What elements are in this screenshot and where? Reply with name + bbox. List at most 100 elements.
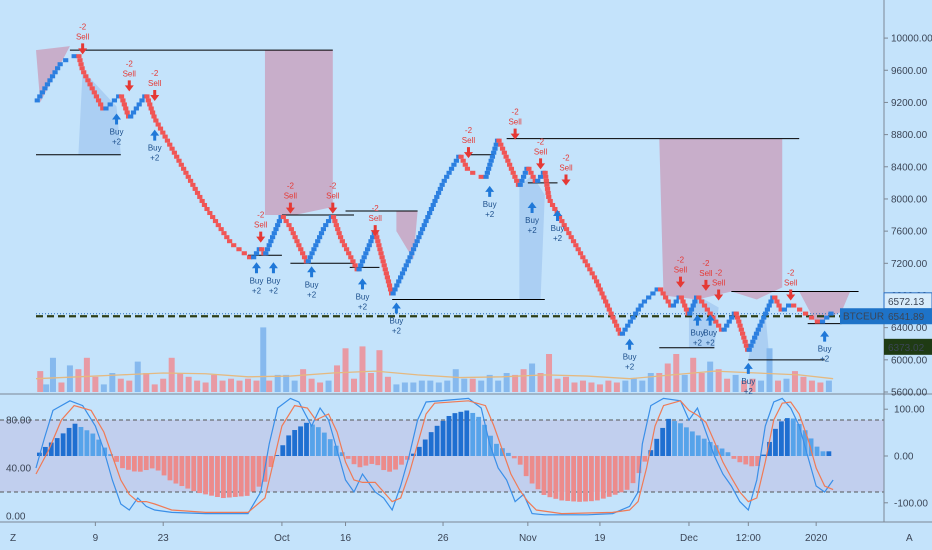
renko-brick xyxy=(55,66,61,71)
renko-brick xyxy=(380,259,386,264)
histogram-bar xyxy=(298,426,303,456)
renko-brick xyxy=(478,174,484,179)
volume-bar xyxy=(444,380,451,392)
buy-signal-value: +2 xyxy=(252,286,262,295)
price-axis[interactable]: 10000.00 9600.00 9200.00 8800.00 8400.00 8000… xyxy=(840,0,932,522)
time-tick-label: Nov xyxy=(519,533,537,544)
histogram-bar xyxy=(719,448,725,456)
histogram-bar xyxy=(784,418,790,456)
histogram-bar xyxy=(351,456,357,465)
renko-brick xyxy=(641,299,648,304)
histogram-bar xyxy=(802,430,808,456)
renko-brick xyxy=(660,291,666,296)
renko-brick xyxy=(587,267,593,272)
renko-brick xyxy=(498,142,504,147)
renko-brick xyxy=(696,295,702,300)
histogram-bar xyxy=(203,456,208,495)
renko-brick xyxy=(489,154,496,159)
renko-brick xyxy=(608,311,614,316)
renko-brick xyxy=(687,311,693,316)
histogram-bar xyxy=(48,442,54,456)
renko-brick xyxy=(352,263,358,268)
sell-signal-label: Sell xyxy=(123,69,137,78)
renko-brick xyxy=(290,231,296,236)
histogram-bar xyxy=(630,456,636,484)
histogram-bar xyxy=(434,425,440,456)
renko-brick xyxy=(224,235,230,240)
renko-brick xyxy=(320,227,326,232)
sell-arrow-icon xyxy=(701,279,711,291)
volume-bar xyxy=(260,327,267,392)
renko-brick xyxy=(348,255,354,260)
buy-arrow-icon xyxy=(625,338,635,350)
sell-arrow-icon xyxy=(328,202,338,214)
renko-brick xyxy=(761,315,767,320)
histogram-bar xyxy=(375,456,381,466)
renko-brick xyxy=(300,251,306,256)
renko-brick xyxy=(192,186,198,191)
renko-brick xyxy=(430,202,436,207)
renko-brick xyxy=(416,235,422,240)
renko-brick xyxy=(444,174,450,179)
histogram-bar xyxy=(149,456,155,469)
buy-signal-label: Buy xyxy=(110,127,124,136)
renko-brick xyxy=(37,94,43,99)
renko-brick xyxy=(690,303,696,308)
k-line xyxy=(35,397,834,516)
level-price-label: 6373.02 xyxy=(888,343,925,354)
histogram-bar xyxy=(553,456,559,499)
renko-brick xyxy=(546,194,552,199)
time-tick-label: 26 xyxy=(437,533,449,544)
renko-brick xyxy=(544,182,550,187)
renko-brick xyxy=(563,227,570,232)
time-tick-label: 12:00 xyxy=(736,533,761,544)
sell-arrow-icon xyxy=(714,289,724,301)
sell-arrow-icon xyxy=(370,225,380,237)
renko-brick xyxy=(171,150,177,155)
log-scale-toggle-icon[interactable]: Z xyxy=(10,533,16,544)
time-axis[interactable]: 9 23 Oct 16 26 Nov 19 Dec 12:00 2020 xyxy=(0,521,932,544)
price-tick-label: 6000.00 xyxy=(891,355,928,366)
volume-bar xyxy=(469,378,476,392)
renko-brick xyxy=(582,259,588,264)
buy-signal-label: Buy xyxy=(356,292,370,301)
renko-brick xyxy=(410,247,417,252)
renko-brick xyxy=(545,190,551,195)
time-tick-label: 19 xyxy=(594,533,606,544)
symbol-tag xyxy=(840,308,884,325)
renko-brick xyxy=(167,142,173,147)
histogram-bar xyxy=(476,416,482,456)
renko-brick xyxy=(155,122,161,127)
renko-brick xyxy=(337,235,344,240)
renko-brick xyxy=(160,130,166,135)
buy-arrow-icon xyxy=(112,113,122,125)
histogram-bar xyxy=(743,456,749,465)
renko-brick xyxy=(399,271,406,276)
volume-bar xyxy=(308,378,315,392)
renko-brick xyxy=(791,303,797,308)
renko-brick xyxy=(619,331,626,336)
sell-signal-label: Sell xyxy=(76,32,90,41)
histogram-bar xyxy=(458,411,464,456)
renko-brick xyxy=(292,235,298,240)
histogram-bar xyxy=(410,453,416,456)
renko-brick xyxy=(390,291,396,296)
histogram-bar xyxy=(755,456,761,467)
renko-brick xyxy=(227,239,233,244)
volume-bar xyxy=(219,380,226,392)
renko-brick xyxy=(333,223,339,228)
renko-brick xyxy=(190,182,196,187)
renko-brick xyxy=(246,255,253,260)
renko-brick xyxy=(123,106,129,111)
renko-brick xyxy=(699,299,705,304)
sell-signal-label: Sell xyxy=(699,269,713,278)
renko-brick xyxy=(646,295,652,300)
volume-bar xyxy=(529,363,536,392)
auto-scale-toggle-icon[interactable]: A xyxy=(906,533,913,544)
volume-bar xyxy=(503,373,510,392)
renko-brick xyxy=(537,174,544,179)
buy-arrow-icon xyxy=(251,262,261,274)
histogram-bar xyxy=(310,424,315,456)
volume-bar xyxy=(596,384,603,392)
